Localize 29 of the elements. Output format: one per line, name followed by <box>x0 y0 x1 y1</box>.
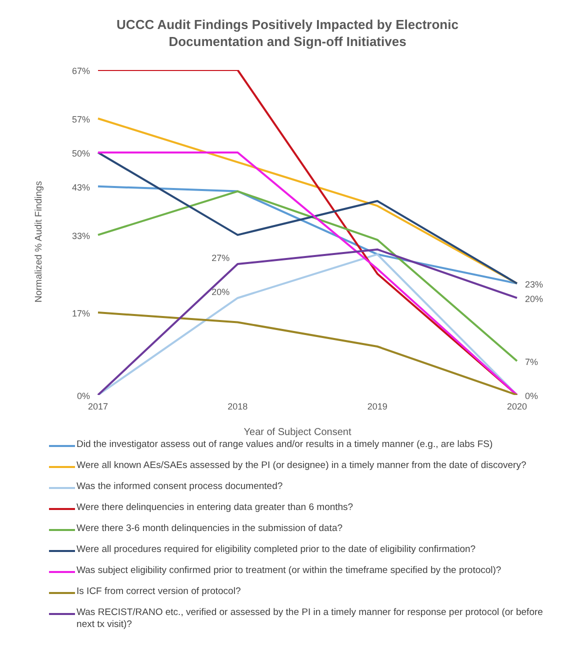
data-label: 50% <box>72 148 90 158</box>
data-label: 17% <box>72 308 90 319</box>
data-label: 67% <box>72 66 90 76</box>
legend-label: Is ICF from correct version of protocol? <box>76 586 241 598</box>
data-label: 0% <box>525 391 538 401</box>
legend-label: Did the investigator assess out of range values and/or results in a timely manner (e.g., are labs FS) <box>76 439 493 451</box>
data-label: 23% <box>525 279 544 290</box>
legend-label: Were there delinquencies in entering data greater than 6 months? <box>76 502 354 514</box>
data-label: 20% <box>525 294 544 304</box>
data-label: 43% <box>72 182 90 192</box>
legend-label: Were all procedures required for eligibility completed prior to the date of eligibility confirmation? <box>76 544 476 556</box>
legend-label: Were there 3-6 month delinquencies in the submission of data? <box>76 523 343 535</box>
x-tick-label: 2017 <box>88 401 108 412</box>
data-label: 57% <box>72 114 90 125</box>
legend-label: Was RECIST/RANO etc., verified or assessed by the PI in a timely manner for response per protocol (or before next tx visit)? <box>76 607 544 631</box>
y-axis-title: Normalized % Audit Findings <box>33 180 44 302</box>
data-label: 0% <box>76 391 90 401</box>
data-label: 20% <box>212 286 230 297</box>
data-label: 27% <box>212 253 230 264</box>
legend-label: Was subject eligibility confirmed prior to treatment (or within the timeframe specified by the protocol)? <box>76 565 502 577</box>
x-tick-label: 2020 <box>506 401 528 412</box>
legend-label: Were all known AEs/SAEs assessed by the PI (or designee) in a timely manner from the date of discovery? <box>76 460 526 472</box>
data-label: 33% <box>72 230 90 241</box>
chart-title: UCCC Audit Findings Positively Impacted by Electronic Documentation and Sign-off Initiatives <box>116 16 460 50</box>
x-tick-label: 2018 <box>228 401 248 412</box>
x-tick-label: 2019 <box>367 401 388 412</box>
x-axis-title: Year of Subject Consent <box>244 427 352 438</box>
legend-label: Was the informed consent process documented? <box>76 481 283 493</box>
data-label: 7% <box>525 357 538 368</box>
